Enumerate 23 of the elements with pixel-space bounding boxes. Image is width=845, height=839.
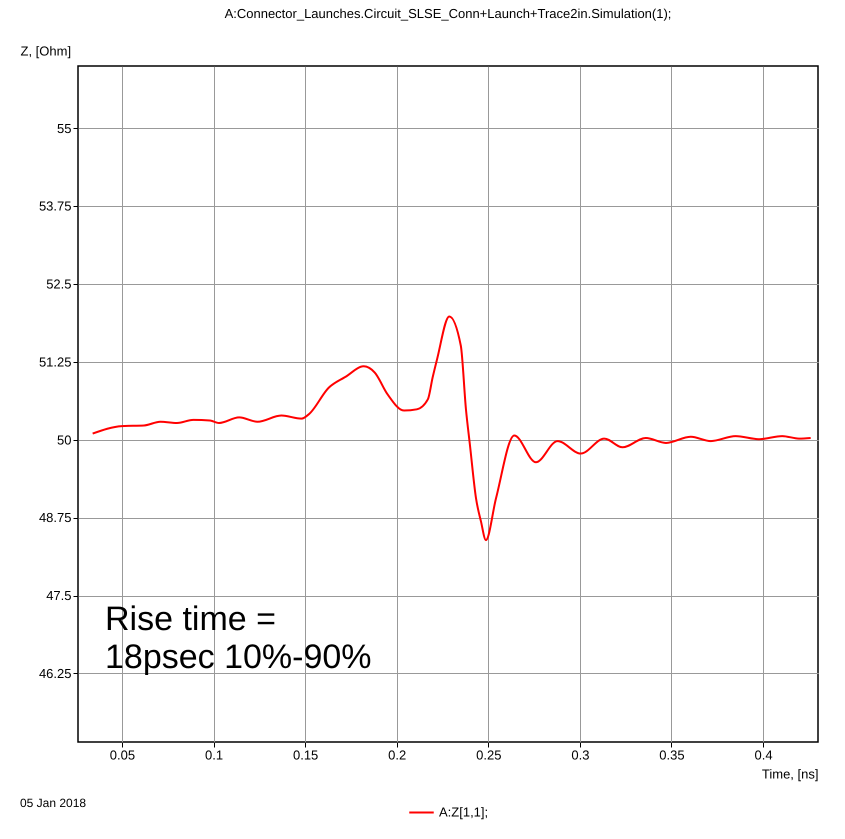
x-tick-label: 0.2	[388, 748, 406, 762]
x-tick-label: 0.15	[292, 748, 318, 762]
x-tick-label: 0.35	[659, 748, 685, 762]
y-tick-label: 47.5	[46, 588, 72, 604]
legend-label: A:Z[1,1];	[439, 804, 488, 820]
y-tick-label: 55	[57, 120, 72, 136]
x-tick-label: 0.25	[476, 748, 502, 762]
annotation: Rise time = 18psec 10%-90%	[105, 600, 373, 676]
text: 05 Jan 2018	[20, 796, 86, 810]
x-tick-label: 0.4	[754, 748, 773, 762]
y-tick-label: 52.5	[46, 276, 72, 292]
x-axis-title: Time, [ns]	[762, 766, 818, 782]
x-tick-label: 0.05	[110, 748, 136, 762]
y-axis-title: Z, [Ohm]	[20, 44, 72, 58]
y-tick-label: 53.75	[38, 198, 72, 214]
x-tick-label: 0.1	[205, 748, 224, 762]
y-tick-label: 48.75	[38, 510, 72, 526]
line-series	[92, 315, 812, 542]
y-tick-label: 50	[57, 432, 72, 448]
chart-title: A:Connector_Launches.Circuit_SLSE_Conn+Launch+Trace2in.Simulation(1);	[224, 6, 672, 21]
y-tick-label: 46.25	[38, 666, 72, 681]
y-tick-label: 51.25	[38, 354, 72, 370]
x-tick-label: 0.3	[571, 748, 590, 762]
